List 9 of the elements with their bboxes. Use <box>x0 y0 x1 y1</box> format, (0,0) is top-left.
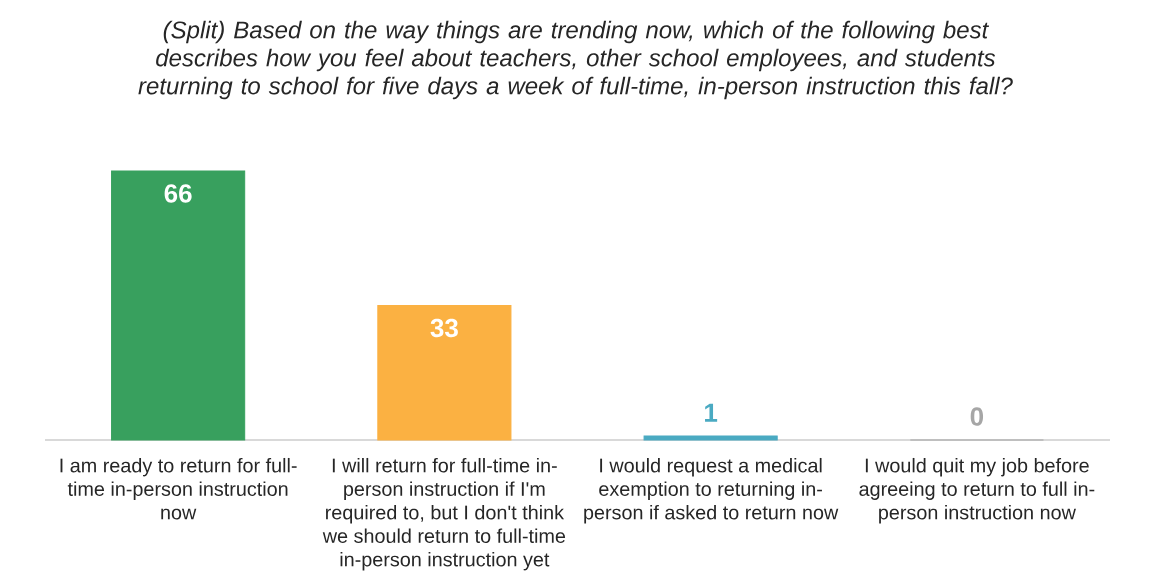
x-tick-label: I will return for full-time in-person instruction if I'm required to, but I don't think we should return to full-time in-person instruction yet <box>322 457 566 571</box>
chart-title: (Split) Based on the way things are trending now, which of the following best describes how you feel about teachers, other school employees, and students returning to school for five days a week of full-time, in-person instruction this fall? <box>138 20 1013 100</box>
data-label: 66 <box>164 184 192 203</box>
data-label: 1 <box>705 403 718 422</box>
x-tick-label: I would request a medical exemption to returning in-person if asked to return now <box>584 457 839 524</box>
data-label: 0 <box>970 407 984 426</box>
x-tick-label: I would quit my job before agreeing to return to full in-person instruction now <box>859 457 1095 524</box>
data-label: 33 <box>430 318 458 338</box>
x-tick-label: I am ready to return for full-time in-person instruction now <box>60 457 297 520</box>
